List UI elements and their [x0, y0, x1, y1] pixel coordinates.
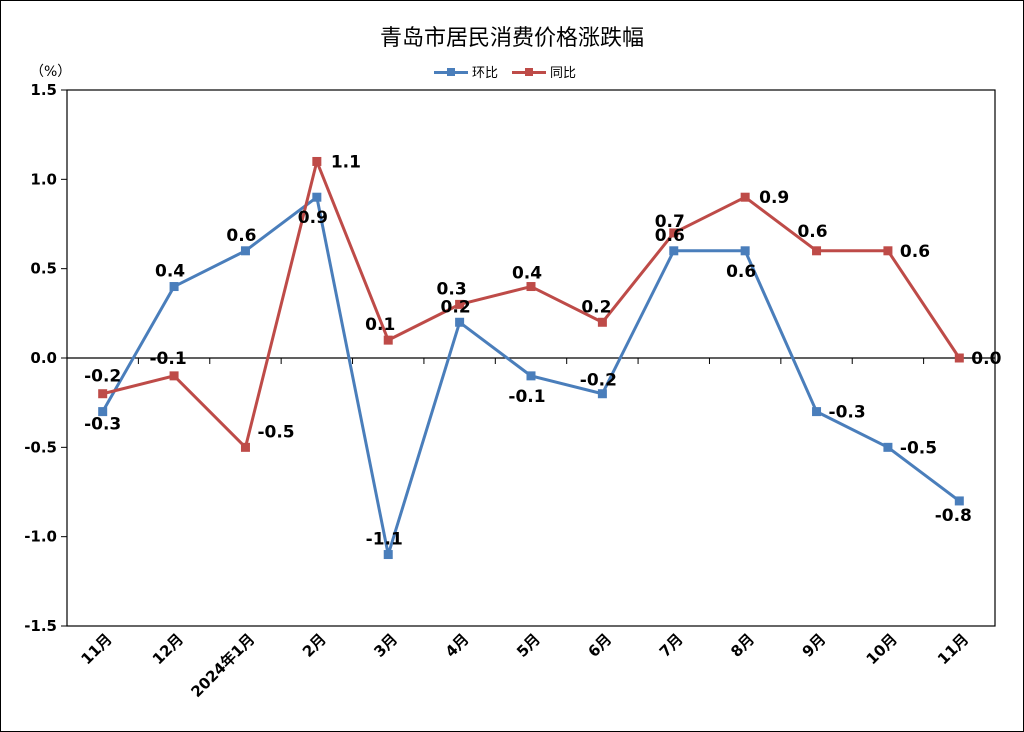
x-tick-label: 3月: [370, 630, 401, 661]
x-tick-label: 5月: [513, 630, 544, 661]
x-tick-label: 7月: [656, 630, 687, 661]
y-tick-label: 1.5: [30, 81, 57, 99]
data-label-tongbi: -0.1: [149, 349, 186, 369]
data-label-tongbi: 0.3: [437, 279, 467, 299]
data-point-huanbi: [240, 246, 250, 256]
data-label-huanbi: -0.1: [508, 387, 545, 407]
data-point-tongbi: [169, 371, 179, 381]
data-point-tongbi: [669, 228, 679, 238]
y-tick-label: -1.5: [24, 617, 57, 635]
legend-label-huanbi: 环比: [472, 66, 499, 81]
data-label-huanbi: 0.6: [226, 226, 256, 246]
data-point-huanbi: [455, 317, 465, 327]
data-point-huanbi: [383, 550, 393, 560]
x-tick-label: 10月: [863, 630, 901, 668]
data-label-huanbi: 0.4: [155, 262, 185, 282]
data-point-tongbi: [240, 442, 250, 452]
data-label-huanbi: -0.3: [84, 415, 121, 435]
y-tick-label: 0.0: [30, 349, 57, 367]
data-label-tongbi: -0.5: [257, 422, 294, 442]
legend-entry-tongbi: 同比: [512, 62, 576, 81]
data-point-huanbi: [597, 389, 607, 399]
x-tick-label: 2024年1月: [187, 630, 258, 701]
chart-title: 青岛市居民消费价格涨跌幅: [379, 26, 644, 51]
data-label-tongbi: 0.0: [971, 349, 1001, 369]
data-point-tongbi: [883, 246, 893, 256]
data-label-tongbi: 1.1: [331, 152, 361, 172]
data-label-huanbi: 0.6: [655, 226, 685, 246]
data-point-tongbi: [597, 317, 607, 327]
data-label-tongbi: 0.9: [759, 188, 789, 208]
data-label-huanbi: -0.2: [580, 371, 617, 391]
data-point-tongbi: [812, 246, 822, 256]
data-label-huanbi: -0.3: [829, 403, 866, 423]
data-point-huanbi: [669, 246, 679, 256]
data-label-tongbi: 0.6: [900, 242, 930, 262]
data-label-huanbi: 0.6: [726, 262, 756, 282]
data-label-tongbi: -0.2: [84, 367, 121, 387]
data-point-huanbi: [812, 407, 822, 417]
y-axis-unit-label: （%）: [30, 64, 72, 80]
legend-swatch-huanbi: [434, 66, 468, 78]
y-tick-label: -0.5: [24, 438, 57, 456]
x-tick-label: 9月: [799, 630, 830, 661]
data-label-huanbi: -0.5: [900, 438, 937, 458]
data-label-huanbi: -1.1: [366, 530, 403, 550]
y-tick-label: 1.0: [30, 170, 57, 188]
data-label-tongbi: 0.6: [797, 222, 827, 242]
data-label-tongbi: 0.7: [655, 212, 685, 232]
data-point-huanbi: [954, 496, 964, 506]
data-point-huanbi: [312, 192, 322, 202]
x-tick-label: 11月: [77, 630, 115, 668]
legend: 环比 同比: [434, 62, 576, 81]
data-point-tongbi: [954, 353, 964, 363]
y-tick-label: 0.5: [30, 260, 57, 278]
x-tick-label: 11月: [934, 630, 972, 668]
y-tick-label: -1.0: [24, 528, 57, 546]
x-tick-label: 8月: [727, 630, 758, 661]
data-label-huanbi: 0.2: [441, 297, 471, 317]
x-tick-label: 12月: [149, 630, 187, 668]
data-label-huanbi: 0.9: [298, 208, 328, 228]
data-point-tongbi: [312, 156, 322, 166]
data-point-huanbi: [526, 371, 536, 381]
data-point-huanbi: [883, 442, 893, 452]
x-tick-label: 6月: [584, 630, 615, 661]
data-point-tongbi: [383, 335, 393, 345]
x-tick-label: 2月: [299, 630, 330, 661]
data-label-tongbi: 0.1: [365, 315, 395, 335]
data-point-huanbi: [98, 407, 108, 417]
data-label-huanbi: -0.8: [935, 506, 972, 526]
data-label-tongbi: 0.2: [581, 297, 611, 317]
data-label-tongbi: 0.4: [512, 264, 542, 284]
x-tick-label: 4月: [442, 630, 473, 661]
data-point-huanbi: [740, 246, 750, 256]
legend-label-tongbi: 同比: [550, 66, 577, 81]
data-point-huanbi: [169, 282, 179, 292]
legend-entry-huanbi: 环比: [434, 62, 498, 81]
data-point-tongbi: [455, 299, 465, 309]
data-point-tongbi: [98, 389, 108, 399]
legend-swatch-tongbi: [512, 66, 547, 78]
data-point-tongbi: [526, 282, 536, 292]
data-point-tongbi: [740, 192, 750, 202]
